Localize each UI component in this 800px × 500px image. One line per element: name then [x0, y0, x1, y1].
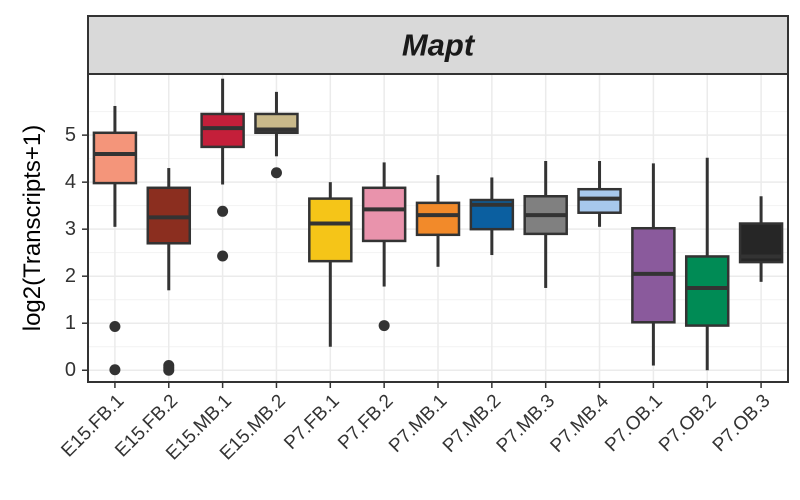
box-P7.MB.4	[577, 160, 622, 227]
box-body	[684, 255, 730, 327]
outlier-point	[109, 321, 121, 333]
facet-strip	[87, 15, 789, 75]
box-E15.FB.2	[146, 168, 192, 376]
outlier-point	[163, 364, 175, 376]
box-body	[361, 186, 407, 243]
box-P7.MB.2	[469, 177, 515, 256]
box-E15.MB.2	[254, 91, 299, 179]
x-tick-label: P7.MB.2	[439, 391, 505, 457]
box-P7.FB.1	[308, 182, 353, 347]
box-E15.FB.1	[92, 105, 138, 376]
outlier-point	[270, 167, 282, 179]
box-P7.MB.3	[523, 160, 568, 288]
x-tick-label: P7.OB.3	[709, 391, 775, 457]
y-tick-label: 0	[65, 359, 76, 381]
x-tick-label: P7.FB.1	[280, 391, 343, 454]
facet-title: Mapt	[402, 28, 476, 63]
box-body	[92, 131, 138, 185]
box-P7.OB.1	[631, 163, 676, 366]
box-body	[200, 112, 245, 149]
box-body	[577, 187, 622, 214]
x-tick-label: P7.MB.4	[547, 390, 614, 457]
box-P7.OB.2	[684, 157, 730, 371]
outlier-point	[378, 320, 390, 332]
x-tick-label: P7.OB.1	[601, 391, 667, 457]
outlier-point	[109, 364, 121, 376]
y-tick-label: 2	[65, 265, 76, 287]
y-tick-label: 4	[65, 171, 76, 193]
outlier-point	[217, 250, 229, 262]
y-tick-label: 5	[65, 124, 76, 146]
box-body	[415, 201, 461, 237]
box-P7.OB.3	[738, 196, 784, 282]
outlier-point	[217, 205, 229, 217]
y-tick-label: 3	[65, 218, 76, 240]
x-tick-label: P7.OB.2	[655, 391, 721, 457]
box-body	[308, 197, 353, 263]
y-axis-title: log2(Transcripts+1)	[19, 125, 46, 332]
box-layer	[92, 78, 784, 376]
box-P7.MB.1	[415, 175, 461, 267]
x-tick-label: P7.MB.3	[493, 391, 559, 457]
y-tick-label: 1	[65, 312, 76, 334]
box-P7.FB.2	[361, 162, 407, 332]
box-E15.MB.1	[200, 78, 245, 262]
x-tick-label: P7.MB.1	[385, 391, 451, 457]
